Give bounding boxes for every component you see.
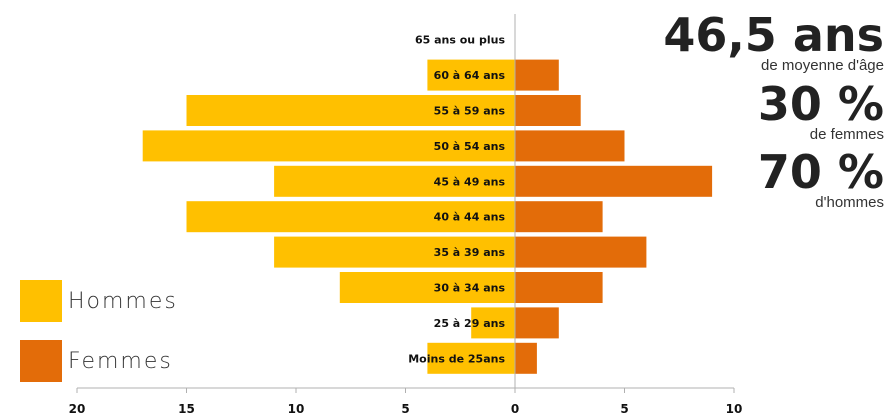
category-label: 30 à 34 ans bbox=[434, 282, 506, 295]
legend-item-hommes: Hommes bbox=[20, 280, 178, 322]
x-tick-label: 5 bbox=[401, 402, 409, 416]
bar-hommes-9 bbox=[427, 342, 515, 374]
bar-hommes-4 bbox=[274, 165, 515, 197]
category-label: 45 à 49 ans bbox=[434, 175, 506, 188]
legend-swatch-hommes bbox=[20, 280, 62, 322]
category-label: 60 à 64 ans bbox=[434, 69, 506, 82]
femmes-bars bbox=[515, 59, 713, 374]
category-labels: 65 ans ou plus 60 à 64 ans 55 à 59 ans 50 à… bbox=[408, 34, 505, 366]
category-label: 65 ans ou plus bbox=[415, 34, 505, 47]
category-label: 55 à 59 ans bbox=[434, 105, 506, 118]
axes bbox=[76, 14, 735, 393]
category-label: 40 à 44 ans bbox=[434, 211, 506, 224]
bar-hommes-2 bbox=[186, 95, 515, 126]
bar-femmes-9 bbox=[515, 342, 537, 374]
x-tick-label: 10 bbox=[288, 402, 305, 416]
stat-value-age: 46,5 ans bbox=[663, 8, 884, 62]
x-tick-label: 0 bbox=[511, 402, 519, 416]
bar-femmes-2 bbox=[515, 95, 581, 126]
bar-femmes-3 bbox=[515, 130, 625, 162]
legend-item-femmes: Femmes bbox=[20, 340, 173, 382]
category-label: Moins de 25ans bbox=[408, 352, 505, 365]
x-tick-label: 10 bbox=[726, 402, 743, 416]
legend-swatch-femmes bbox=[20, 340, 62, 382]
stat-value-men: 70 % bbox=[757, 145, 884, 199]
bar-femmes-6 bbox=[515, 236, 647, 268]
category-label: 35 à 39 ans bbox=[434, 246, 506, 259]
bar-hommes-3 bbox=[142, 130, 515, 162]
x-tick-label: 5 bbox=[620, 402, 628, 416]
legend-label-femmes: Femmes bbox=[68, 348, 173, 374]
bar-hommes-5 bbox=[186, 201, 515, 233]
category-label: 50 à 54 ans bbox=[434, 140, 506, 153]
stats-panel: 46,5 ans de moyenne d'âge 30 % de femmes… bbox=[663, 12, 884, 212]
bar-hommes-6 bbox=[274, 236, 515, 268]
bar-hommes-8 bbox=[471, 307, 515, 339]
stat-caption-age: de moyenne d'âge bbox=[761, 57, 884, 74]
hommes-bars bbox=[142, 59, 515, 374]
stat-caption-women: de femmes bbox=[809, 125, 884, 143]
category-label: 25 à 29 ans bbox=[434, 317, 506, 330]
legend-label-hommes: Hommes bbox=[68, 288, 178, 314]
x-tick-label: 20 bbox=[69, 402, 86, 416]
bar-femmes-5 bbox=[515, 201, 603, 233]
bar-femmes-1 bbox=[515, 59, 559, 91]
stat-value-women: 30 % bbox=[757, 76, 884, 131]
bar-femmes-8 bbox=[515, 307, 559, 339]
tick-labels: 20 15 10 5 0 5 10 bbox=[69, 402, 743, 416]
bar-hommes-7 bbox=[339, 272, 515, 303]
x-tick-label: 15 bbox=[178, 402, 195, 416]
bar-femmes-4 bbox=[515, 165, 713, 197]
stat-caption-men: d'hommes bbox=[815, 194, 884, 211]
bar-femmes-7 bbox=[515, 272, 603, 303]
bar-hommes-1 bbox=[427, 59, 515, 91]
